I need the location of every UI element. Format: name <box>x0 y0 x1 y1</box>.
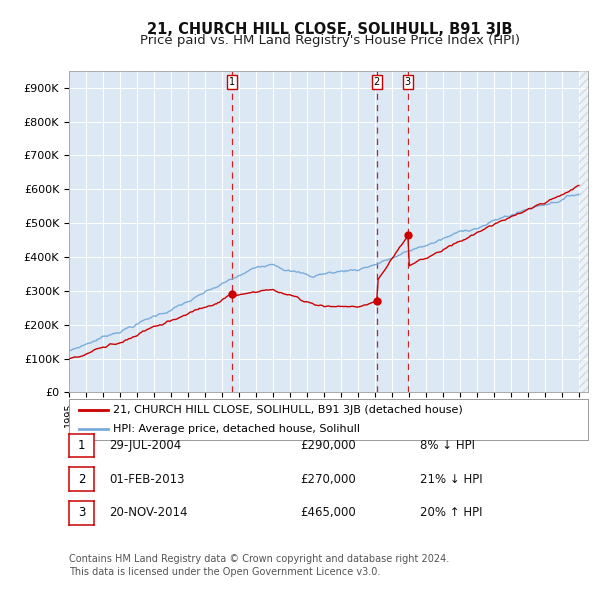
Text: Contains HM Land Registry data © Crown copyright and database right 2024.
This d: Contains HM Land Registry data © Crown c… <box>69 554 449 577</box>
Text: 8% ↓ HPI: 8% ↓ HPI <box>420 439 475 452</box>
Text: 1: 1 <box>78 439 85 452</box>
Text: 2: 2 <box>78 473 85 486</box>
Text: 2: 2 <box>374 77 380 87</box>
Text: 21, CHURCH HILL CLOSE, SOLIHULL, B91 3JB: 21, CHURCH HILL CLOSE, SOLIHULL, B91 3JB <box>147 22 513 37</box>
Text: 3: 3 <box>78 506 85 519</box>
Text: 01-FEB-2013: 01-FEB-2013 <box>109 473 185 486</box>
Text: £465,000: £465,000 <box>300 506 356 519</box>
Text: 29-JUL-2004: 29-JUL-2004 <box>109 439 181 452</box>
Text: 21% ↓ HPI: 21% ↓ HPI <box>420 473 482 486</box>
Text: 20-NOV-2014: 20-NOV-2014 <box>109 506 188 519</box>
Bar <box>580 71 596 392</box>
Text: £270,000: £270,000 <box>300 473 356 486</box>
Text: HPI: Average price, detached house, Solihull: HPI: Average price, detached house, Soli… <box>113 424 360 434</box>
Text: £290,000: £290,000 <box>300 439 356 452</box>
Text: 20% ↑ HPI: 20% ↑ HPI <box>420 506 482 519</box>
Text: Price paid vs. HM Land Registry's House Price Index (HPI): Price paid vs. HM Land Registry's House … <box>140 34 520 47</box>
Text: 1: 1 <box>229 77 235 87</box>
Text: 21, CHURCH HILL CLOSE, SOLIHULL, B91 3JB (detached house): 21, CHURCH HILL CLOSE, SOLIHULL, B91 3JB… <box>113 405 463 415</box>
Text: 3: 3 <box>404 77 410 87</box>
